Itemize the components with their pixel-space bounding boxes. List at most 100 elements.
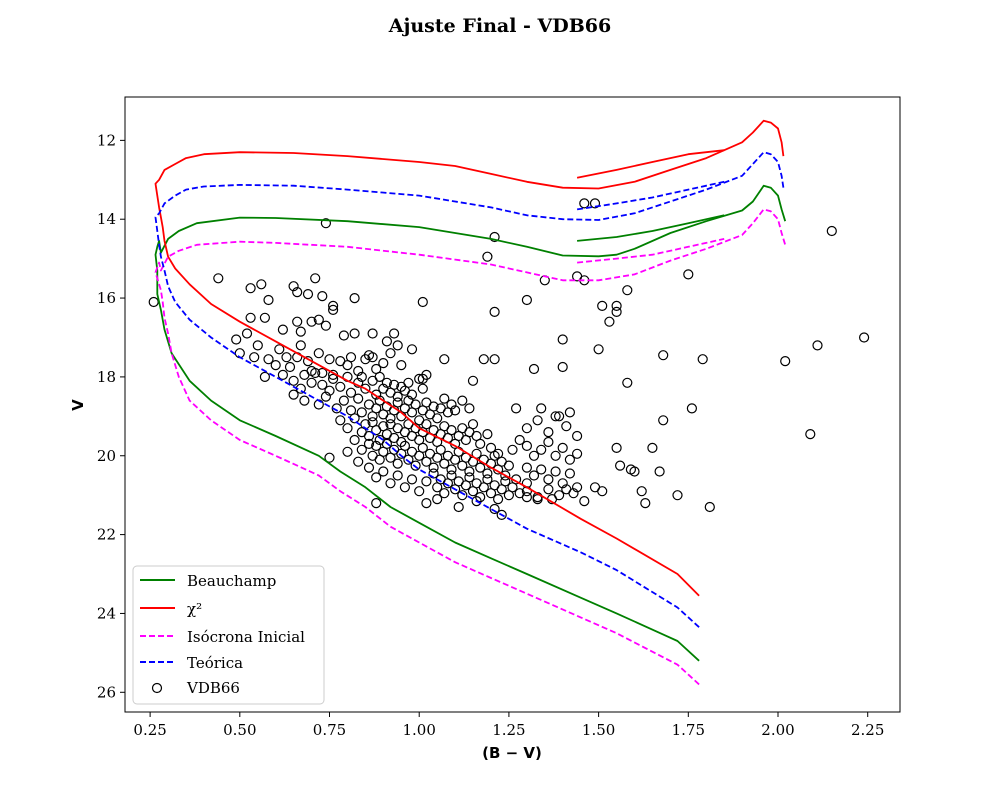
scatter-point	[399, 440, 410, 451]
legend-label-chi2: χ²	[187, 600, 202, 618]
axes-frame	[124, 96, 901, 713]
scatter-point	[392, 391, 403, 402]
scatter-point	[288, 375, 299, 386]
scatter-point	[259, 371, 270, 382]
x-tick-label: 2.25	[851, 721, 884, 739]
scatter-point	[306, 377, 317, 388]
scatter-point	[342, 423, 353, 434]
scatter-point	[317, 291, 328, 302]
scatter-point	[521, 440, 533, 451]
scatter-point	[392, 470, 403, 481]
scatter-point	[371, 389, 382, 400]
scatter-point	[306, 316, 317, 327]
scatter-point	[439, 488, 450, 499]
scatter-point	[324, 354, 335, 365]
scatter-point	[557, 334, 568, 345]
scatter-point	[353, 393, 364, 404]
scatter-point	[467, 375, 479, 386]
scatter-point	[263, 354, 274, 365]
scatter-point	[553, 490, 565, 501]
scatter-point	[342, 446, 353, 457]
scatter-point	[288, 389, 299, 400]
scatter-point	[277, 369, 288, 380]
x-tick-label: 0.50	[223, 721, 256, 739]
scatter-point	[356, 407, 367, 418]
scatter-point	[399, 482, 410, 493]
scatter-point	[658, 415, 669, 426]
scatter-point	[593, 344, 604, 355]
series-line-isocrona-inicial	[154, 208, 787, 686]
scatter-point	[417, 296, 428, 308]
scatter-point	[564, 454, 576, 465]
scatter-point	[557, 442, 568, 453]
scatter-point	[371, 440, 382, 451]
y-tick-label: 22	[97, 526, 116, 544]
scatter-point	[550, 450, 561, 461]
scatter-point	[482, 429, 493, 440]
scatter-point	[378, 466, 389, 477]
scatter-point	[439, 393, 450, 404]
scatter-point	[432, 413, 443, 424]
scatter-point	[313, 314, 324, 325]
scatter-point	[658, 350, 669, 361]
scatter-point	[231, 334, 242, 345]
scatter-point	[392, 397, 403, 408]
scatter-point	[489, 306, 500, 317]
scatter-point	[536, 464, 547, 475]
scatter-point	[417, 373, 428, 384]
y-tick-label: 20	[97, 447, 116, 465]
scatter-point	[360, 383, 371, 394]
scatter-point	[446, 399, 457, 410]
scatter-point	[464, 472, 475, 483]
scatter-point	[421, 498, 432, 509]
legend-label-vdb66: VDB66	[186, 679, 240, 697]
scatter-point	[521, 294, 533, 306]
scatter-point	[568, 488, 579, 499]
scatter-point	[812, 340, 823, 351]
legend: Beauchamp χ² Isócrona Inicial Teórica VD…	[132, 565, 325, 705]
scatter-point	[446, 464, 457, 475]
scatter-point	[406, 474, 418, 485]
scatter-point	[672, 490, 683, 501]
scatter-point	[780, 356, 791, 367]
scatter-point	[561, 421, 572, 432]
y-tick-label: 18	[97, 368, 116, 386]
scatter-point	[697, 354, 708, 365]
scatter-point	[148, 296, 159, 308]
scatter-point	[349, 293, 360, 304]
scatter-point	[295, 340, 306, 351]
scatter-point	[553, 411, 565, 422]
scatter-point	[446, 470, 457, 481]
scatter-point	[453, 501, 464, 513]
scatter-point	[213, 273, 224, 284]
plot-area	[148, 119, 870, 686]
scatter-point	[557, 361, 568, 373]
scatter-point	[241, 328, 253, 339]
scatter-point	[349, 434, 360, 446]
scatter-point	[589, 198, 601, 209]
scatter-point	[414, 486, 425, 497]
scatter-point	[284, 361, 296, 373]
scatter-point	[245, 283, 256, 294]
scatter-point	[417, 442, 428, 453]
scatter-point	[528, 450, 540, 461]
scatter-point	[478, 354, 489, 365]
x-axis-ticks: 0.25 0.50 0.75 1.00 1.25 1.50 1.75 2.00 2.25	[133, 712, 884, 739]
scatter-point	[313, 348, 324, 359]
scatter-point	[636, 486, 647, 497]
scatter-point	[611, 442, 622, 453]
scatter-point	[604, 316, 615, 327]
y-tick-label: 24	[97, 604, 116, 622]
scatter-point	[410, 399, 421, 410]
x-tick-label: 1.25	[492, 721, 525, 739]
x-tick-label: 1.00	[403, 721, 436, 739]
scatter-point	[381, 336, 392, 347]
scatter-point	[528, 470, 540, 481]
scatter-point	[256, 279, 267, 290]
scatter-point	[389, 328, 400, 339]
scatter-point	[457, 395, 468, 406]
scatter-point	[432, 494, 443, 505]
scatter-point	[482, 251, 493, 262]
y-tick-label: 14	[97, 210, 116, 228]
